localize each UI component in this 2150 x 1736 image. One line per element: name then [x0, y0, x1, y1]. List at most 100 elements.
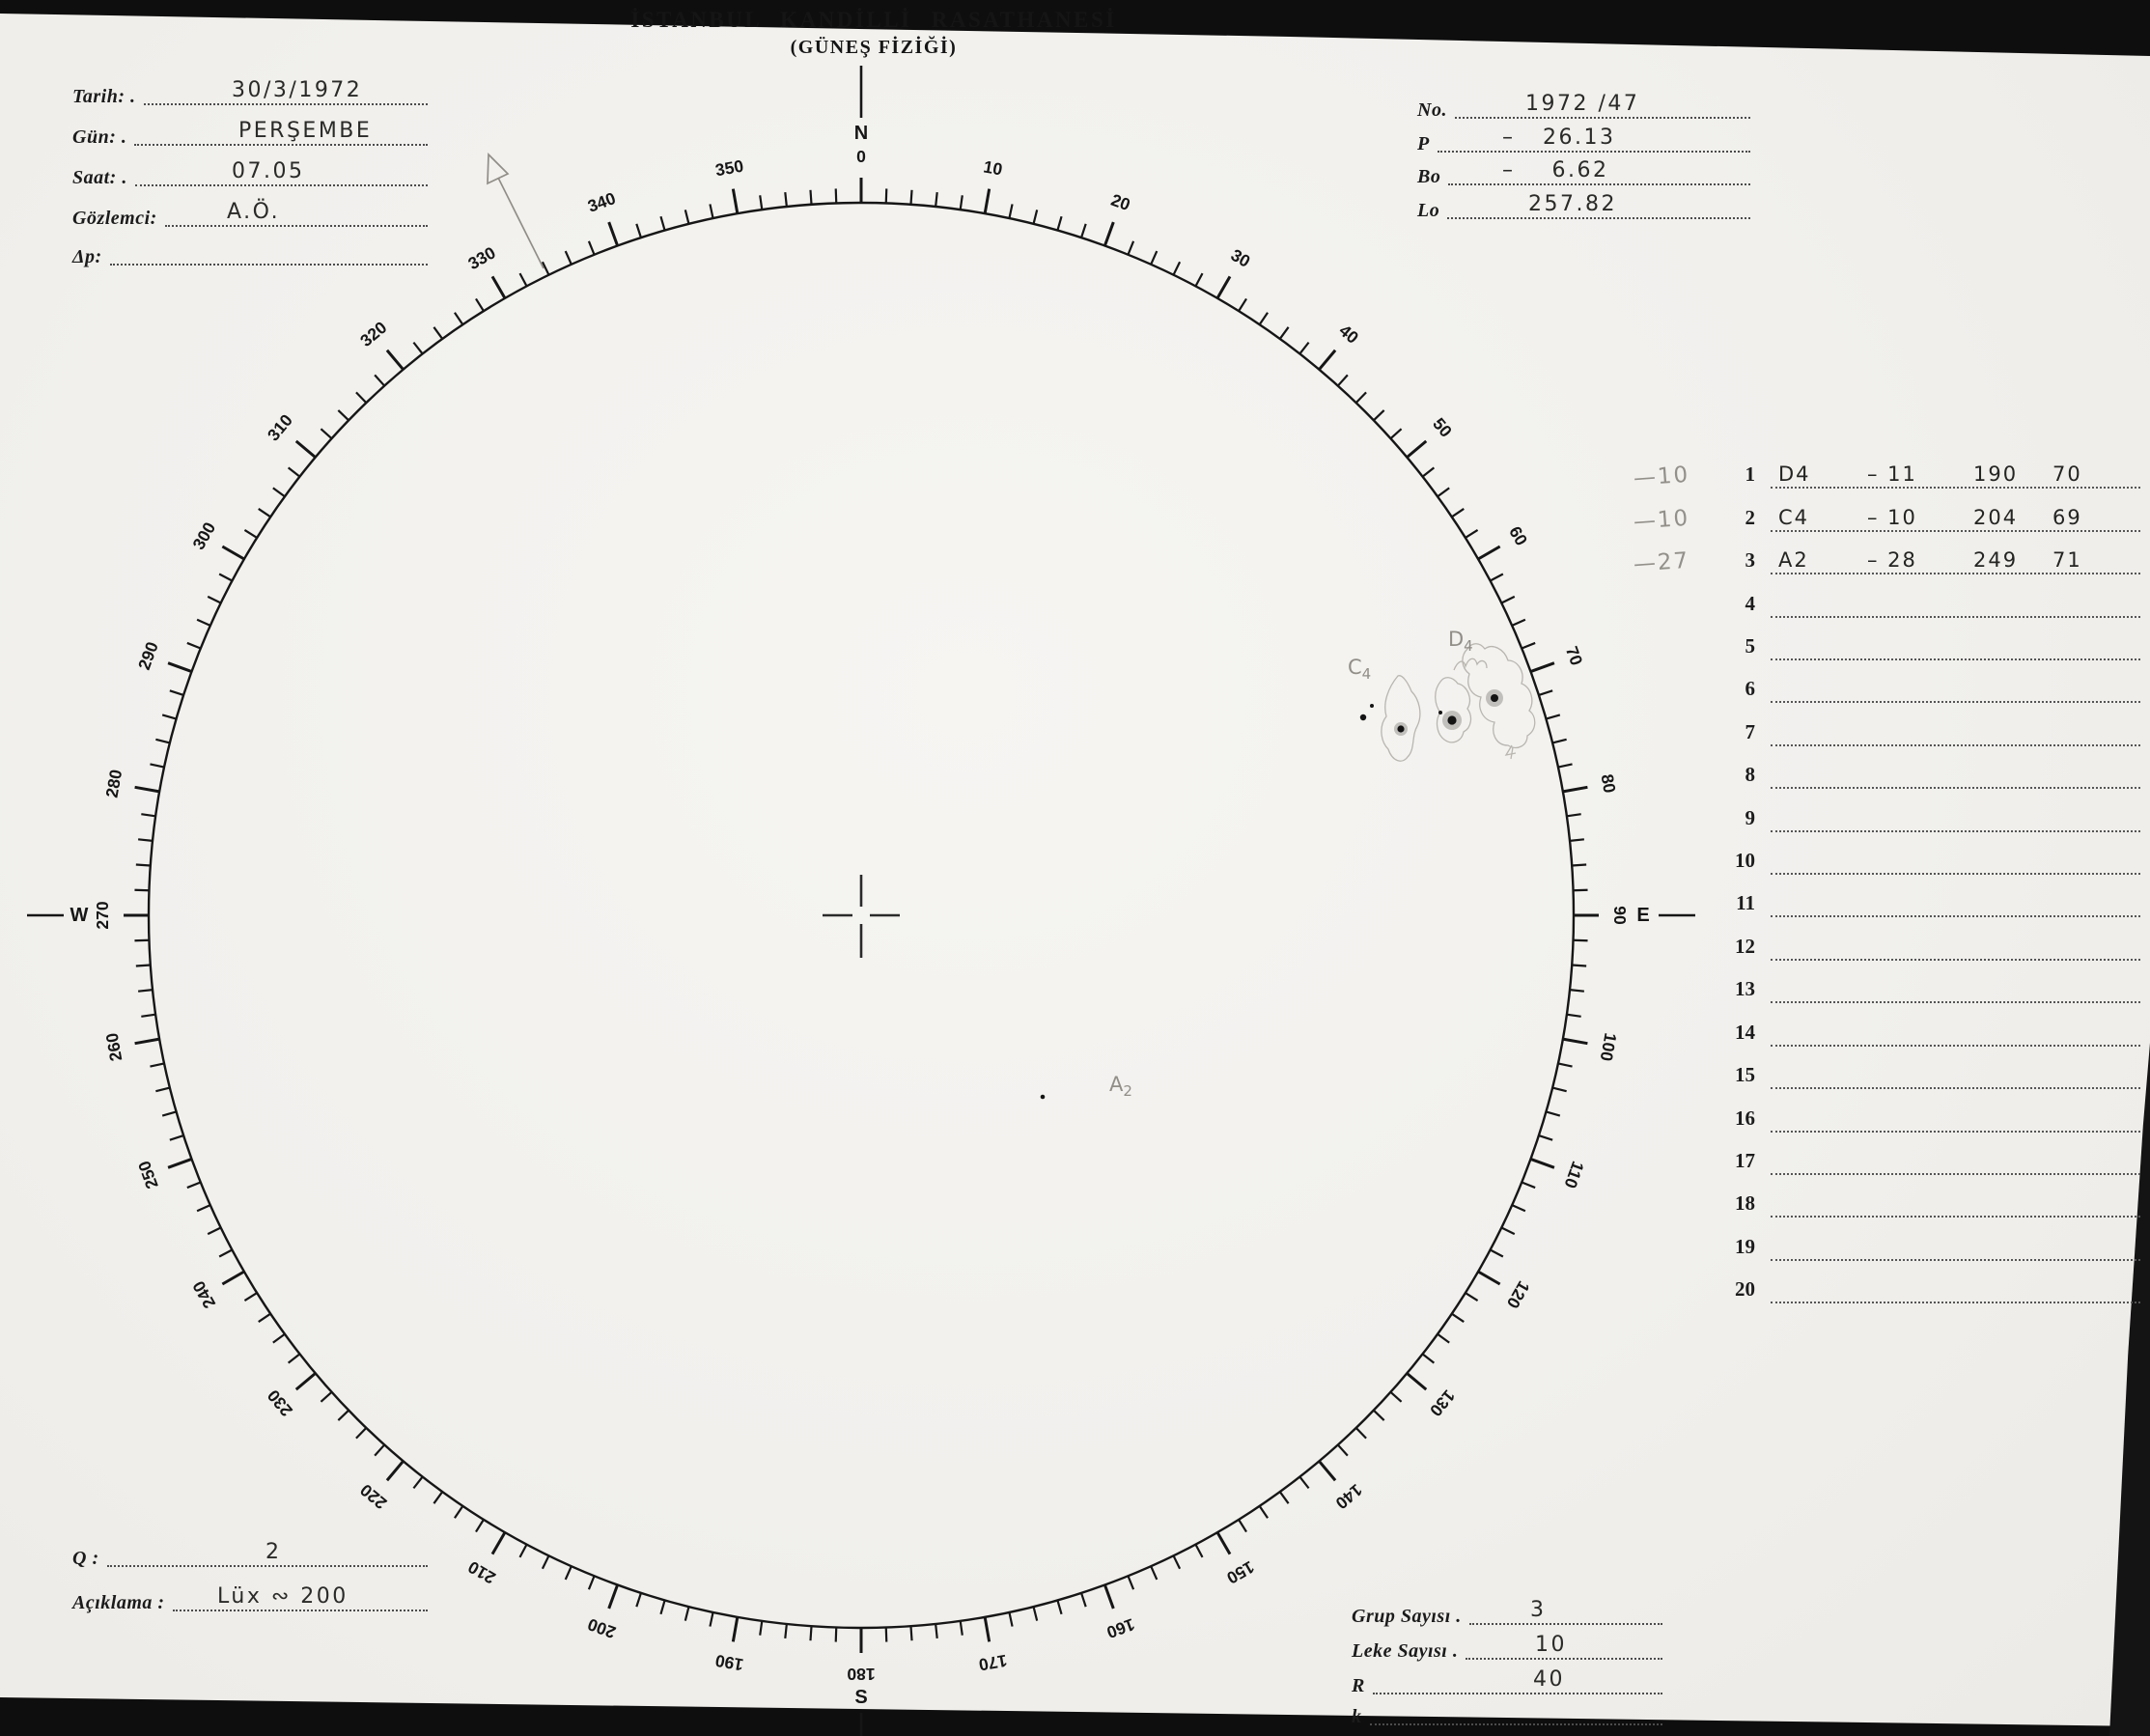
dial-tick	[1421, 1353, 1436, 1364]
dial-tick	[150, 763, 165, 769]
row-dotted-line	[1771, 976, 2140, 1007]
dial-tick	[684, 210, 690, 225]
field-r-value: 40	[1533, 1667, 1565, 1692]
dial-tick	[935, 192, 938, 208]
field-q-dotted-line	[106, 1545, 429, 1570]
faculae-outline	[1381, 675, 1421, 762]
field-k: k	[1352, 1703, 1662, 1728]
sunspot-umbra	[1491, 694, 1498, 702]
dial-tick	[1421, 466, 1436, 478]
table-row-10: 10	[1633, 836, 2140, 879]
dial-tick	[1215, 275, 1232, 299]
dial-tick	[135, 863, 151, 867]
dial-tick	[1546, 714, 1561, 720]
degree-label-130: 130	[1426, 1386, 1459, 1420]
field-gozlemci-label: Gözlemci:	[72, 208, 157, 229]
dial-tick	[909, 189, 913, 205]
dial-tick	[518, 272, 528, 287]
dial-tick	[1150, 250, 1159, 266]
dial-tick	[909, 1626, 913, 1641]
degree-label-340: 340	[585, 188, 619, 216]
dial-tick	[834, 1627, 838, 1642]
field-saat-value: 07.05	[232, 159, 305, 183]
spot-group-table: —10 1 D4– 11 190 70 —10 2 C4– 10 204 69 —27 3 A2– 28…	[1633, 450, 2140, 1307]
dial-tick	[1437, 1332, 1450, 1344]
field-aciklama-dotted-line	[172, 1589, 429, 1614]
row-dotted-line	[1771, 719, 2140, 750]
table-row-18: 18	[1633, 1179, 2140, 1221]
degree-label-290: 290	[134, 639, 162, 673]
dial-tick	[1080, 1592, 1087, 1608]
dial-tick	[684, 1606, 690, 1621]
dial-tick	[564, 250, 572, 266]
degree-label-330: 330	[464, 242, 499, 273]
row-number: 7	[1745, 719, 1756, 743]
dial-tick	[186, 641, 202, 650]
row-number: 3	[1745, 548, 1756, 573]
field-saat-label: Saat: .	[72, 167, 127, 188]
field-tarih: Tarih: . 30/3/1972	[72, 78, 429, 108]
degree-label-350: 350	[713, 156, 744, 181]
table-row-14: 14	[1633, 1007, 2140, 1050]
field-lo: Lo 257.82	[1417, 192, 1750, 222]
group-label-C4: C4	[1348, 656, 1371, 683]
dial-tick	[1562, 1037, 1588, 1046]
dial-tick	[1278, 326, 1290, 340]
dial-tick	[1337, 1443, 1349, 1457]
table-row-5: 5	[1633, 622, 2140, 664]
dial-tick	[518, 1544, 528, 1558]
dial-tick	[1538, 1134, 1553, 1141]
table-row-4: 4	[1633, 578, 2140, 621]
degree-label-120: 120	[1503, 1277, 1534, 1312]
table-row-20: 20	[1633, 1265, 2140, 1307]
dial-tick	[287, 1353, 301, 1364]
dial-tick	[161, 1110, 177, 1117]
dial-tick	[809, 1626, 813, 1641]
faculae-outline	[1504, 744, 1517, 760]
field-tarih-value: 30/3/1972	[232, 78, 363, 102]
row-dotted-line	[1771, 890, 2140, 921]
field-grup-sayisi-value: 3	[1530, 1598, 1547, 1622]
field-no-dotted-line	[1454, 97, 1751, 122]
dial-tick	[218, 1248, 233, 1258]
row-value-4: 69	[2052, 505, 2082, 529]
dial-tick	[1103, 1583, 1115, 1610]
degree-label-190: 190	[713, 1651, 744, 1675]
row-dotted-line: C4 – 10 204 69	[1771, 505, 2140, 536]
row-value-4: 70	[2052, 462, 2082, 487]
dial-tick	[659, 215, 666, 231]
dial-tick	[320, 1391, 333, 1403]
dial-tick	[1172, 1554, 1182, 1570]
field-k-dotted-line	[1369, 1703, 1663, 1728]
dial-tick	[433, 1491, 444, 1504]
dial-tick	[134, 938, 150, 942]
dial-tick	[221, 545, 245, 561]
row-number: 10	[1735, 849, 1755, 873]
dial-tick	[709, 204, 714, 219]
degree-label-270: 270	[93, 901, 112, 929]
field-gun: Gün: . PERŞEMBE	[72, 119, 428, 149]
dial-tick	[490, 1531, 507, 1555]
dial-tick	[1557, 763, 1573, 769]
dial-tick	[475, 1519, 485, 1533]
degree-label-200: 200	[585, 1614, 619, 1642]
dial-tick	[141, 813, 156, 818]
dial-tick	[221, 1270, 245, 1286]
field-grup-sayisi-label: Grup Sayısı .	[1352, 1606, 1462, 1627]
row-dotted-line	[1771, 676, 2140, 707]
dial-tick	[155, 738, 171, 744]
dial-tick	[1521, 1181, 1536, 1190]
cardinal-E: E	[1636, 905, 1649, 926]
dial-tick	[1557, 1062, 1573, 1068]
dial-tick	[884, 1627, 888, 1642]
dial-tick	[1008, 204, 1014, 219]
dial-tick	[167, 1158, 193, 1169]
field-bo-value: – 6.62	[1502, 158, 1609, 182]
dial-tick	[1373, 1409, 1385, 1421]
observatory-title: İSTANBUL KANDİLLİ RASATHANESİ (GÜNEŞ FİZ…	[0, 8, 1747, 59]
row-number: 8	[1745, 763, 1756, 787]
sunspot-umbra	[1397, 725, 1405, 733]
cardinal-N: N	[854, 123, 868, 144]
dial-tick	[1389, 1391, 1403, 1403]
table-row-16: 16	[1633, 1093, 2140, 1135]
